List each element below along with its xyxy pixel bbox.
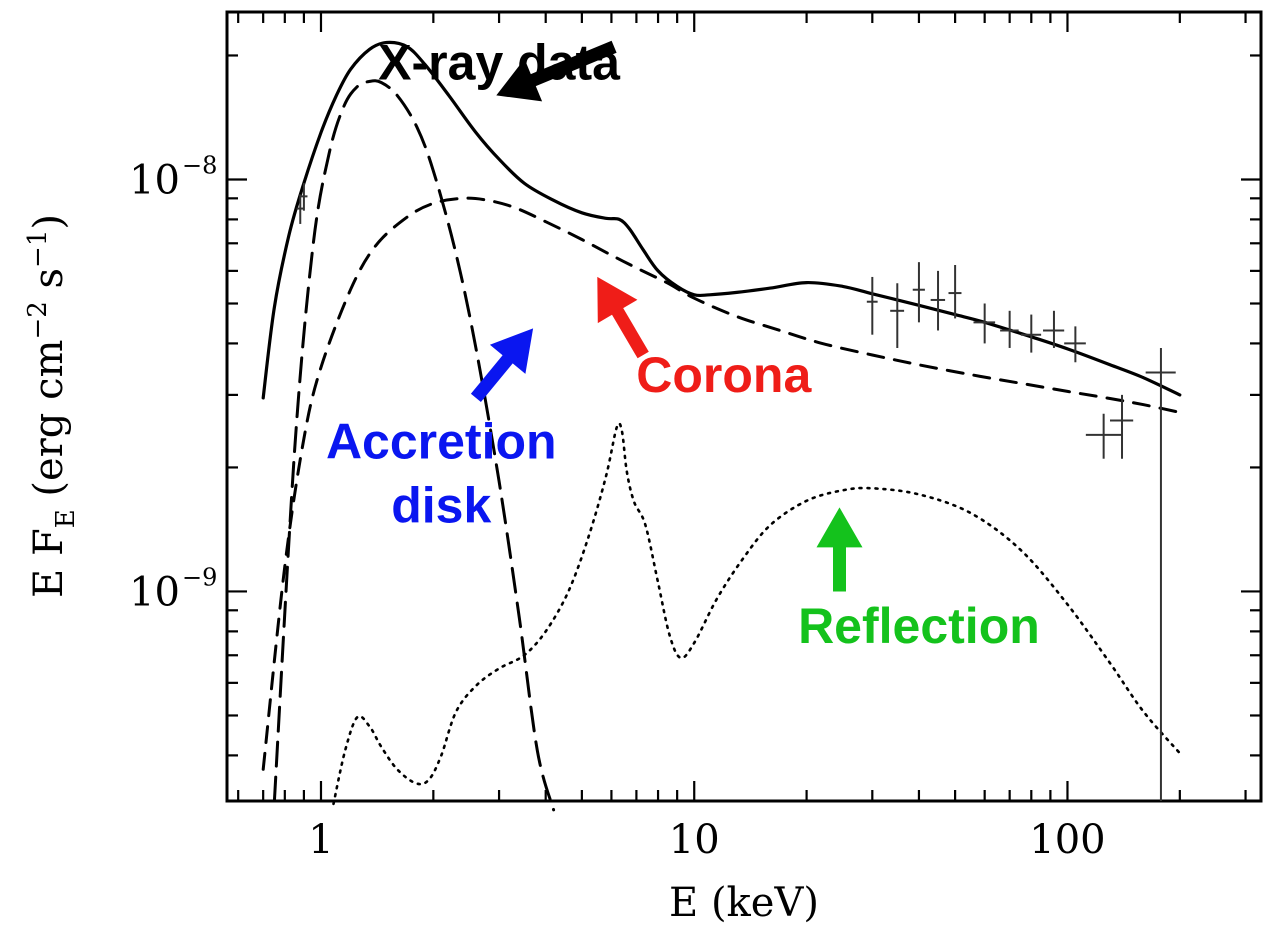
y-tick-label-exp: −9 [182,563,217,591]
disk-label-line: Accretion [326,414,557,470]
data-errorbars [296,183,1176,801]
data-point-errorbar [948,265,962,319]
y-label-close: ) [26,214,72,230]
data-point-errorbar [866,276,878,335]
y-label-main: E F [26,528,72,598]
series-corona-line [261,196,1182,771]
reflection-arrow [816,507,863,592]
series-accretion-disk-line [272,79,556,812]
series-total-line [261,40,1182,400]
y-axis-label: E FE (erg cm−2 s−1) [23,214,81,598]
y-tick-label-base: 10 [129,157,180,203]
x-axis-label: E (keV) [669,880,819,926]
annotations-group: X-ray data Accretion disk Corona Reflection [326,34,1040,654]
series-group [261,40,1182,812]
y-label-mid: s [26,268,72,301]
data-point-errorbar [930,270,946,331]
y-label-unit: (erg cm [26,340,72,510]
y-tick-label-base: 10 [129,569,180,615]
xray-label: X-ray data [378,34,621,90]
series-reflection-line [332,422,1182,806]
data-point-errorbar [1000,310,1019,348]
xray-arrow [496,40,617,102]
plot-frame [225,10,1263,803]
data-point-errorbar [1043,310,1065,348]
disk-arrow [470,328,534,402]
reflection-label: Reflection [798,598,1040,654]
data-point-errorbar [300,183,308,211]
x-tick-label: 100 [1029,817,1105,863]
data-point-errorbar [973,303,996,344]
corona-label: Corona [636,347,812,403]
data-point-errorbar [912,262,925,323]
data-point-errorbar [1145,347,1176,801]
x-tick-label: 1 [308,817,333,863]
data-point-errorbar [296,194,304,224]
y-tick-label-exp: −8 [182,151,217,179]
axis-ticks [227,12,1261,801]
x-tick-label: 10 [669,817,720,863]
disk-label-line: disk [391,478,491,534]
data-point-errorbar [1064,326,1086,363]
y-label-sub: E [51,509,81,528]
data-point-errorbar [1020,314,1042,353]
y-label-exp2: −1 [23,230,53,268]
data-point-errorbar [1085,413,1123,459]
data-point-errorbar [1109,394,1134,459]
y-label-exp1: −2 [23,301,53,339]
corona-arrow [597,276,649,359]
data-point-errorbar [890,283,905,348]
